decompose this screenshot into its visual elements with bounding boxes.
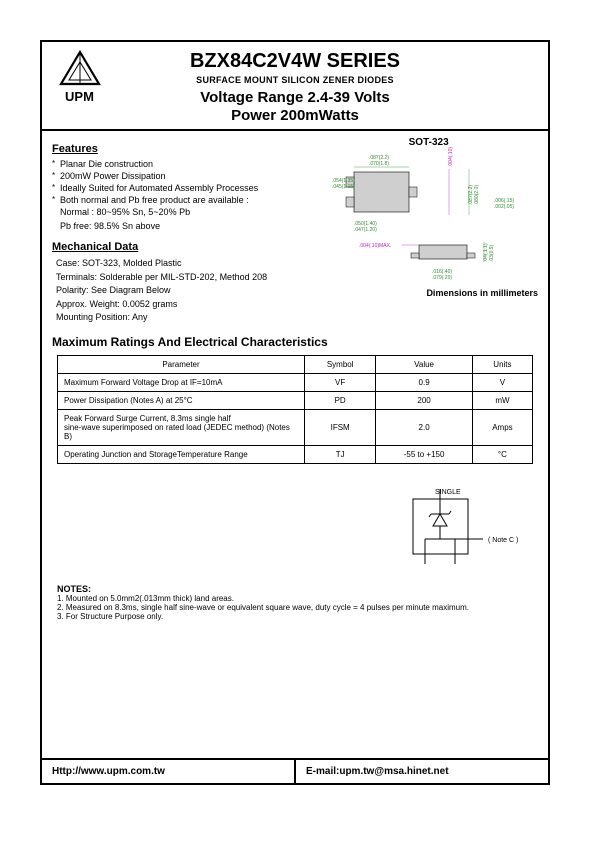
ratings-title: Maximum Ratings And Electrical Character…: [42, 331, 548, 355]
col-symbol: Symbol: [305, 355, 376, 373]
col-value: Value: [376, 355, 473, 373]
dim-text: .070(1.8): [369, 161, 389, 167]
cell-units: mW: [472, 391, 532, 409]
dim-text: .045(1.15): [332, 184, 355, 190]
header: BZX84C2V4W SERIES SURFACE MOUNT SILICON …: [42, 42, 548, 131]
cell-param: Maximum Forward Voltage Drop at IF=10mA: [58, 373, 305, 391]
dimensions-note: Dimensions in millimeters: [319, 288, 538, 298]
feature-item: Planar Die construction: [52, 159, 319, 169]
cell-value: 200: [376, 391, 473, 409]
col-units: Units: [472, 355, 532, 373]
features-list: Planar Die construction 200mW Power Diss…: [52, 159, 319, 205]
feature-sub-line: Pb free: 98.5% Sn above: [52, 221, 319, 231]
dim-text: .004(.10)MIN.: [448, 147, 454, 167]
table-row: Maximum Forward Voltage Drop at IF=10mA …: [58, 373, 533, 391]
cell-symbol: TJ: [305, 445, 376, 463]
single-label: SINGLE: [435, 489, 461, 496]
dim-text: .004(.10)MAX.: [359, 243, 391, 249]
mech-mounting: Mounting Position: Any: [56, 311, 319, 325]
footer-email: E-mail:upm.tw@msa.hinet.net: [296, 760, 548, 783]
dim-text: .047(1.20): [354, 227, 377, 233]
footer-url: Http://www.upm.com.tw: [42, 760, 296, 783]
circuit-diagram-area: SINGLE ( Note C ): [42, 484, 533, 566]
dim-text: .079(.20): [432, 275, 452, 281]
ratings-table: Parameter Symbol Value Units Maximum For…: [57, 355, 533, 464]
mech-terminals: Terminals: Solderable per MIL-STD-202, M…: [56, 271, 319, 285]
note-item: 1. Mounted on 5.0mm2(.013mm thick) land …: [57, 594, 533, 603]
cell-symbol: PD: [305, 391, 376, 409]
page-title: BZX84C2V4W SERIES: [42, 50, 548, 73]
logo: UPM: [52, 50, 107, 105]
table-row: Operating Junction and StorageTemperatur…: [58, 445, 533, 463]
page-frame: UPM BZX84C2V4W SERIES SURFACE MOUNT SILI…: [40, 40, 550, 785]
dim-text: .080(2.0): [474, 185, 480, 205]
mechanical-title: Mechanical Data: [52, 241, 319, 253]
logo-triangle-icon: [59, 50, 101, 86]
dim-text: .03(0.9): [489, 244, 495, 262]
page-subtitle-2: Voltage Range 2.4-39 Volts Power 200mWat…: [42, 89, 548, 125]
mech-polarity: Polarity: See Diagram Below: [56, 284, 319, 298]
note-item: 3. For Structure Purpose only.: [57, 612, 533, 621]
cell-value: 2.0: [376, 409, 473, 445]
cell-units: °C: [472, 445, 532, 463]
left-column: Features Planar Die construction 200mW P…: [52, 137, 319, 325]
cell-symbol: IFSM: [305, 409, 376, 445]
package-diagram: .087(2.2) .070(1.8) .054(1.35) .045(1.15…: [319, 152, 538, 282]
table-row: Power Dissipation (Notes A) at 25°C PD 2…: [58, 391, 533, 409]
notes-title: NOTES:: [57, 584, 533, 594]
mech-weight: Approx. Weight: 0.0052 grams: [56, 298, 319, 312]
mechanical-list: Case: SOT-323, Molded Plastic Terminals:…: [52, 257, 319, 325]
logo-text: UPM: [52, 89, 107, 104]
feature-item: Ideally Suited for Automated Assembly Pr…: [52, 183, 319, 193]
voltage-range-text: Voltage Range 2.4-39 Volts: [200, 89, 390, 106]
feature-item: 200mW Power Dissipation: [52, 171, 319, 181]
top-section: Features Planar Die construction 200mW P…: [42, 131, 548, 331]
cell-value: -55 to +150: [376, 445, 473, 463]
mech-case: Case: SOT-323, Molded Plastic: [56, 257, 319, 271]
notes-section: NOTES: 1. Mounted on 5.0mm2(.013mm thick…: [42, 584, 548, 621]
note-c-label: ( Note C ): [488, 537, 518, 544]
cell-units: Amps: [472, 409, 532, 445]
note-item: 2. Measured on 8.3ms, single half sine-w…: [57, 603, 533, 612]
page-subtitle-1: SURFACE MOUNT SILICON ZENER DIODES: [42, 75, 548, 85]
table-header-row: Parameter Symbol Value Units: [58, 355, 533, 373]
cell-units: V: [472, 373, 532, 391]
zener-single-icon: SINGLE ( Note C ): [393, 484, 533, 564]
cell-param: Operating Junction and StorageTemperatur…: [58, 445, 305, 463]
col-parameter: Parameter: [58, 355, 305, 373]
footer: Http://www.upm.com.tw E-mail:upm.tw@msa.…: [42, 758, 548, 783]
features-title: Features: [52, 143, 319, 155]
package-outline-icon: .087(2.2) .070(1.8) .054(1.35) .045(1.15…: [324, 147, 534, 287]
cell-param: Power Dissipation (Notes A) at 25°C: [58, 391, 305, 409]
table-row: Peak Forward Surge Current, 8.3ms single…: [58, 409, 533, 445]
cell-param: Peak Forward Surge Current, 8.3ms single…: [58, 409, 305, 445]
cell-symbol: VF: [305, 373, 376, 391]
cell-value: 0.9: [376, 373, 473, 391]
feature-sub-line: Normal : 80~95% Sn, 5~20% Pb: [52, 207, 319, 217]
dim-text: .002(.05): [494, 204, 514, 210]
right-column: SOT-323 .087(2.2) .070(1.8) .054(1.35) .…: [319, 137, 538, 325]
feature-item: Both normal and Pb free product are avai…: [52, 195, 319, 205]
power-text: Power 200mWatts: [231, 107, 359, 124]
